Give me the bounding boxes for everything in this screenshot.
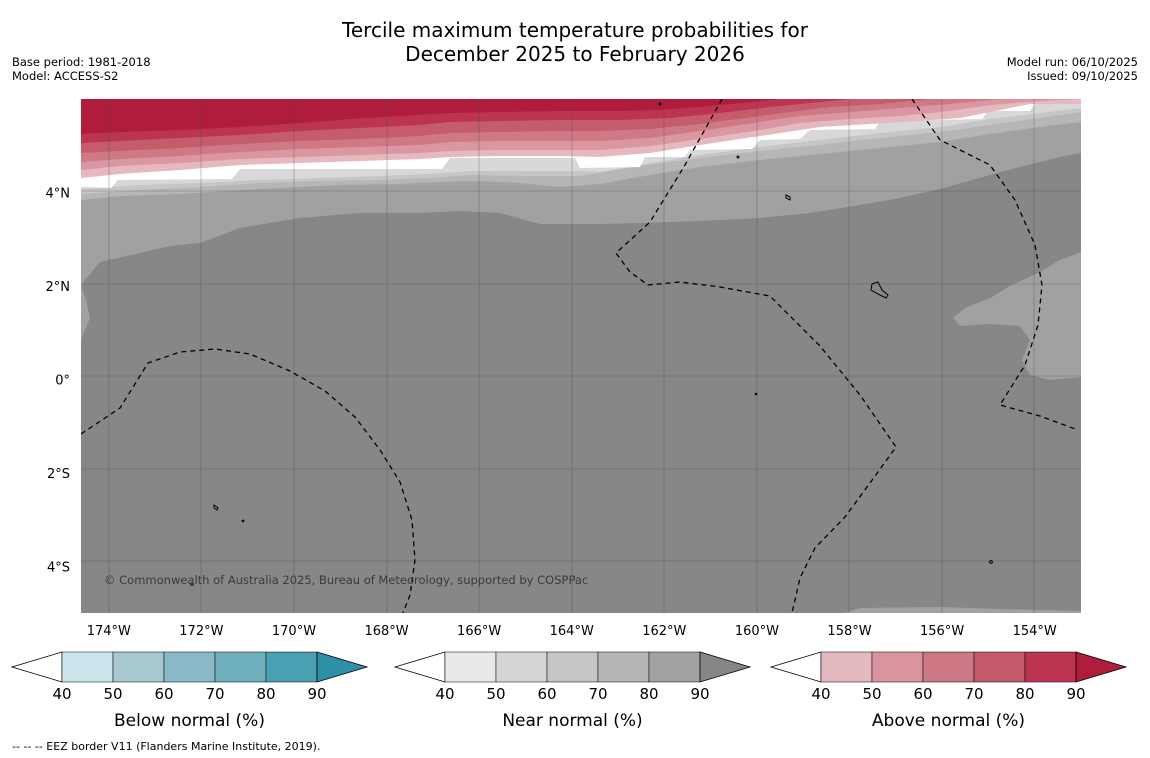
island-outline [658,102,662,106]
colorbar-segment [648,651,701,683]
island-outline [213,504,219,511]
colorbar-tick-label: 50 [862,685,881,703]
island-outline [241,519,245,523]
map-figure: © Commonwealth of Australia 2025, Bureau… [10,99,1128,731]
colorbar-max-extension [699,651,752,683]
colorbar-tick-label: 80 [639,685,658,703]
gridlines [81,99,1081,613]
colorbar-tick-label: 70 [205,685,224,703]
lon-tick-label: 160°W [735,624,779,639]
colorbar-tick-label: 50 [486,685,505,703]
lon-tick-label: 164°W [550,624,594,639]
near-normal-80-region-south [845,607,1081,613]
colorbar-tick-label: 80 [256,685,275,703]
title-line-1: Tercile maximum temperature probabilitie… [342,18,808,42]
island-outline [736,155,740,159]
chart-title: Tercile maximum temperature probabilitie… [0,18,1150,66]
colorbar-min-extension [769,651,822,683]
eez-border-west [81,348,416,613]
colorbar-tick-label: 40 [435,685,454,703]
colorbar-2: 40 50 60 70 80 90 Near normal (%) [393,651,752,731]
lon-tick-label: 162°W [642,624,686,639]
model-text: Model: ACCESS-S2 [12,69,119,83]
lat-tick-label: 4°S [47,560,70,575]
eez-border-central [615,99,897,613]
colorbar-1: 40 50 60 70 80 90 Below normal (%) [10,651,369,731]
colorbar-segment [163,651,216,683]
colorbar-tick-label: 40 [52,685,71,703]
colorbar-segment [112,651,165,683]
colorbar-max-extension [316,651,369,683]
eez-borders [81,99,1079,613]
island-outline [190,582,194,586]
colorbar-segment [495,651,548,683]
lon-tick-label: 156°W [920,624,964,639]
colorbar-3: 40 50 60 70 80 90 Above normal (%) [769,651,1128,731]
colorbar-segment [444,651,497,683]
colorbar-tick-label: 90 [1066,685,1085,703]
lat-tick-label: 4°N [46,186,71,201]
colorbar-segment [871,651,924,683]
colorbar-segment [922,651,975,683]
colorbar-max-extension [1075,651,1128,683]
island-outline [785,194,791,201]
colorbar-segment [546,651,599,683]
island-outline [870,281,889,299]
colorbar-min-extension [393,651,446,683]
longitude-tick-labels: 174°W 172°W 170°W 168°W 166°W 164°W 162°W 160°W… [87,624,1057,639]
issued-text: Issued: 09/10/2025 [1027,69,1138,83]
colorbar-tick-label: 40 [811,685,830,703]
colorbar-tick-label: 50 [103,685,122,703]
lat-tick-label: 2°N [46,280,71,295]
colorbar-min-extension [10,651,63,683]
island-outline [989,560,993,564]
eez-border-east [911,99,1079,431]
title-line-2: December 2025 to February 2026 [405,42,745,66]
colorbar-tick-label: 70 [588,685,607,703]
colorbar-label: Above normal (%) [872,711,1025,731]
near-normal-80-region-west [81,285,90,340]
island-outline [754,392,758,396]
colorbar-segment [820,651,873,683]
colorbar-tick-label: 60 [154,685,173,703]
lat-tick-label: 2°S [47,467,70,482]
colorbar-tick-label: 80 [1015,685,1034,703]
colorbar-segment [1024,651,1077,683]
eez-legend-footer: -- -- -- EEZ border V11 (Flanders Marine… [12,740,321,753]
lon-tick-label: 170°W [272,624,316,639]
meta-right: Model run: 06/10/2025 Issued: 09/10/2025 [1007,55,1138,83]
lon-tick-label: 168°W [364,624,408,639]
meta-left: Base period: 1981-2018 Model: ACCESS-S2 [12,55,151,83]
lat-tick-label: 0° [55,373,70,388]
colorbar-segment [265,651,318,683]
lon-tick-label: 158°W [827,624,871,639]
colorbars: 40 50 60 70 80 90 Below normal (%) 40 50 60 70 80 90… [10,651,1128,731]
colorbar-tick-label: 60 [913,685,932,703]
lon-tick-label: 174°W [87,624,131,639]
lon-tick-label: 154°W [1013,624,1057,639]
lon-tick-label: 166°W [457,624,501,639]
colorbar-tick-label: 90 [690,685,709,703]
colorbar-segment [973,651,1026,683]
colorbar-tick-label: 70 [964,685,983,703]
colorbar-tick-label: 60 [537,685,556,703]
above-normal-90-region [81,99,780,134]
colorbar-label: Near normal (%) [502,711,642,731]
colorbar-segment [597,651,650,683]
islands [190,102,993,586]
latitude-tick-labels: 4°N 2°N 0° 2°S 4°S [46,186,71,575]
colorbar-segment [61,651,114,683]
colorbar-segment [214,651,267,683]
colorbar-label: Below normal (%) [114,711,265,731]
colorbar-tick-label: 90 [307,685,326,703]
copyright-text: © Commonwealth of Australia 2025, Bureau… [104,573,588,587]
model-run-text: Model run: 06/10/2025 [1006,55,1138,69]
base-period-text: Base period: 1981-2018 [12,55,151,69]
map-area[interactable]: © Commonwealth of Australia 2025, Bureau… [81,99,1081,613]
lon-tick-label: 172°W [179,624,223,639]
